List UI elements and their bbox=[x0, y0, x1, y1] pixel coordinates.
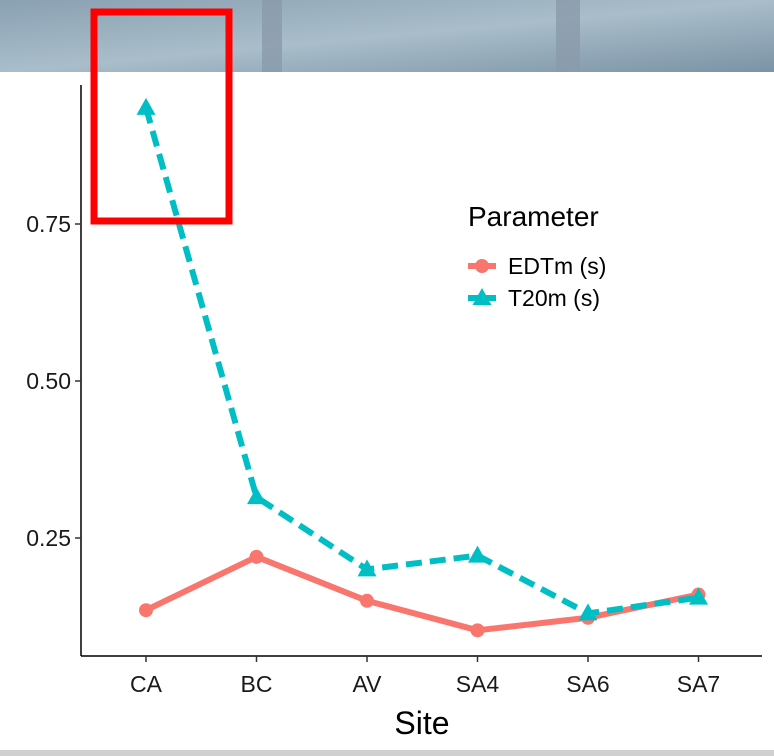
series-layer bbox=[136, 97, 708, 638]
series-line bbox=[144, 553, 700, 634]
x-tick-label: SA4 bbox=[456, 671, 500, 697]
legend: Parameter EDTm (s) T20m (s) bbox=[468, 201, 606, 311]
highlight-box-annotation bbox=[90, 8, 233, 225]
data-point bbox=[689, 587, 708, 605]
y-tick-label: 0.25 bbox=[26, 525, 71, 551]
y-axis-ticks: 0.25 0.50 0.75 bbox=[26, 211, 81, 551]
data-point bbox=[360, 593, 374, 608]
data-point bbox=[578, 603, 598, 621]
series-line bbox=[143, 107, 699, 617]
legend-key-marker bbox=[475, 259, 489, 273]
axes bbox=[80, 85, 762, 657]
data-point bbox=[357, 559, 377, 577]
legend-label: T20m (s) bbox=[508, 285, 600, 311]
x-axis-title: Site bbox=[394, 705, 449, 741]
data-point bbox=[136, 97, 156, 115]
data-point bbox=[470, 623, 485, 638]
x-tick-label: SA6 bbox=[566, 671, 609, 697]
legend-label: EDTm (s) bbox=[508, 253, 606, 279]
series-1 bbox=[139, 549, 706, 638]
x-tick-label: BC bbox=[241, 671, 273, 697]
legend-title: Parameter bbox=[468, 201, 599, 232]
legend-item: T20m (s) bbox=[468, 285, 600, 311]
legend-item: EDTm (s) bbox=[468, 253, 606, 279]
data-point bbox=[139, 603, 153, 618]
data-point bbox=[249, 549, 264, 564]
series-2 bbox=[136, 97, 708, 621]
data-point bbox=[247, 487, 266, 505]
x-tick-label: CA bbox=[130, 671, 163, 697]
x-tick-label: AV bbox=[353, 671, 383, 697]
bottom-edge bbox=[0, 750, 774, 756]
y-tick-label: 0.50 bbox=[26, 368, 71, 394]
y-tick-label: 0.75 bbox=[26, 211, 71, 237]
legend-key-marker bbox=[472, 288, 492, 305]
x-tick-label: SA7 bbox=[677, 671, 720, 697]
x-axis-ticks: CA BC AV SA4 SA6 SA7 bbox=[130, 656, 720, 697]
data-point bbox=[468, 545, 487, 563]
